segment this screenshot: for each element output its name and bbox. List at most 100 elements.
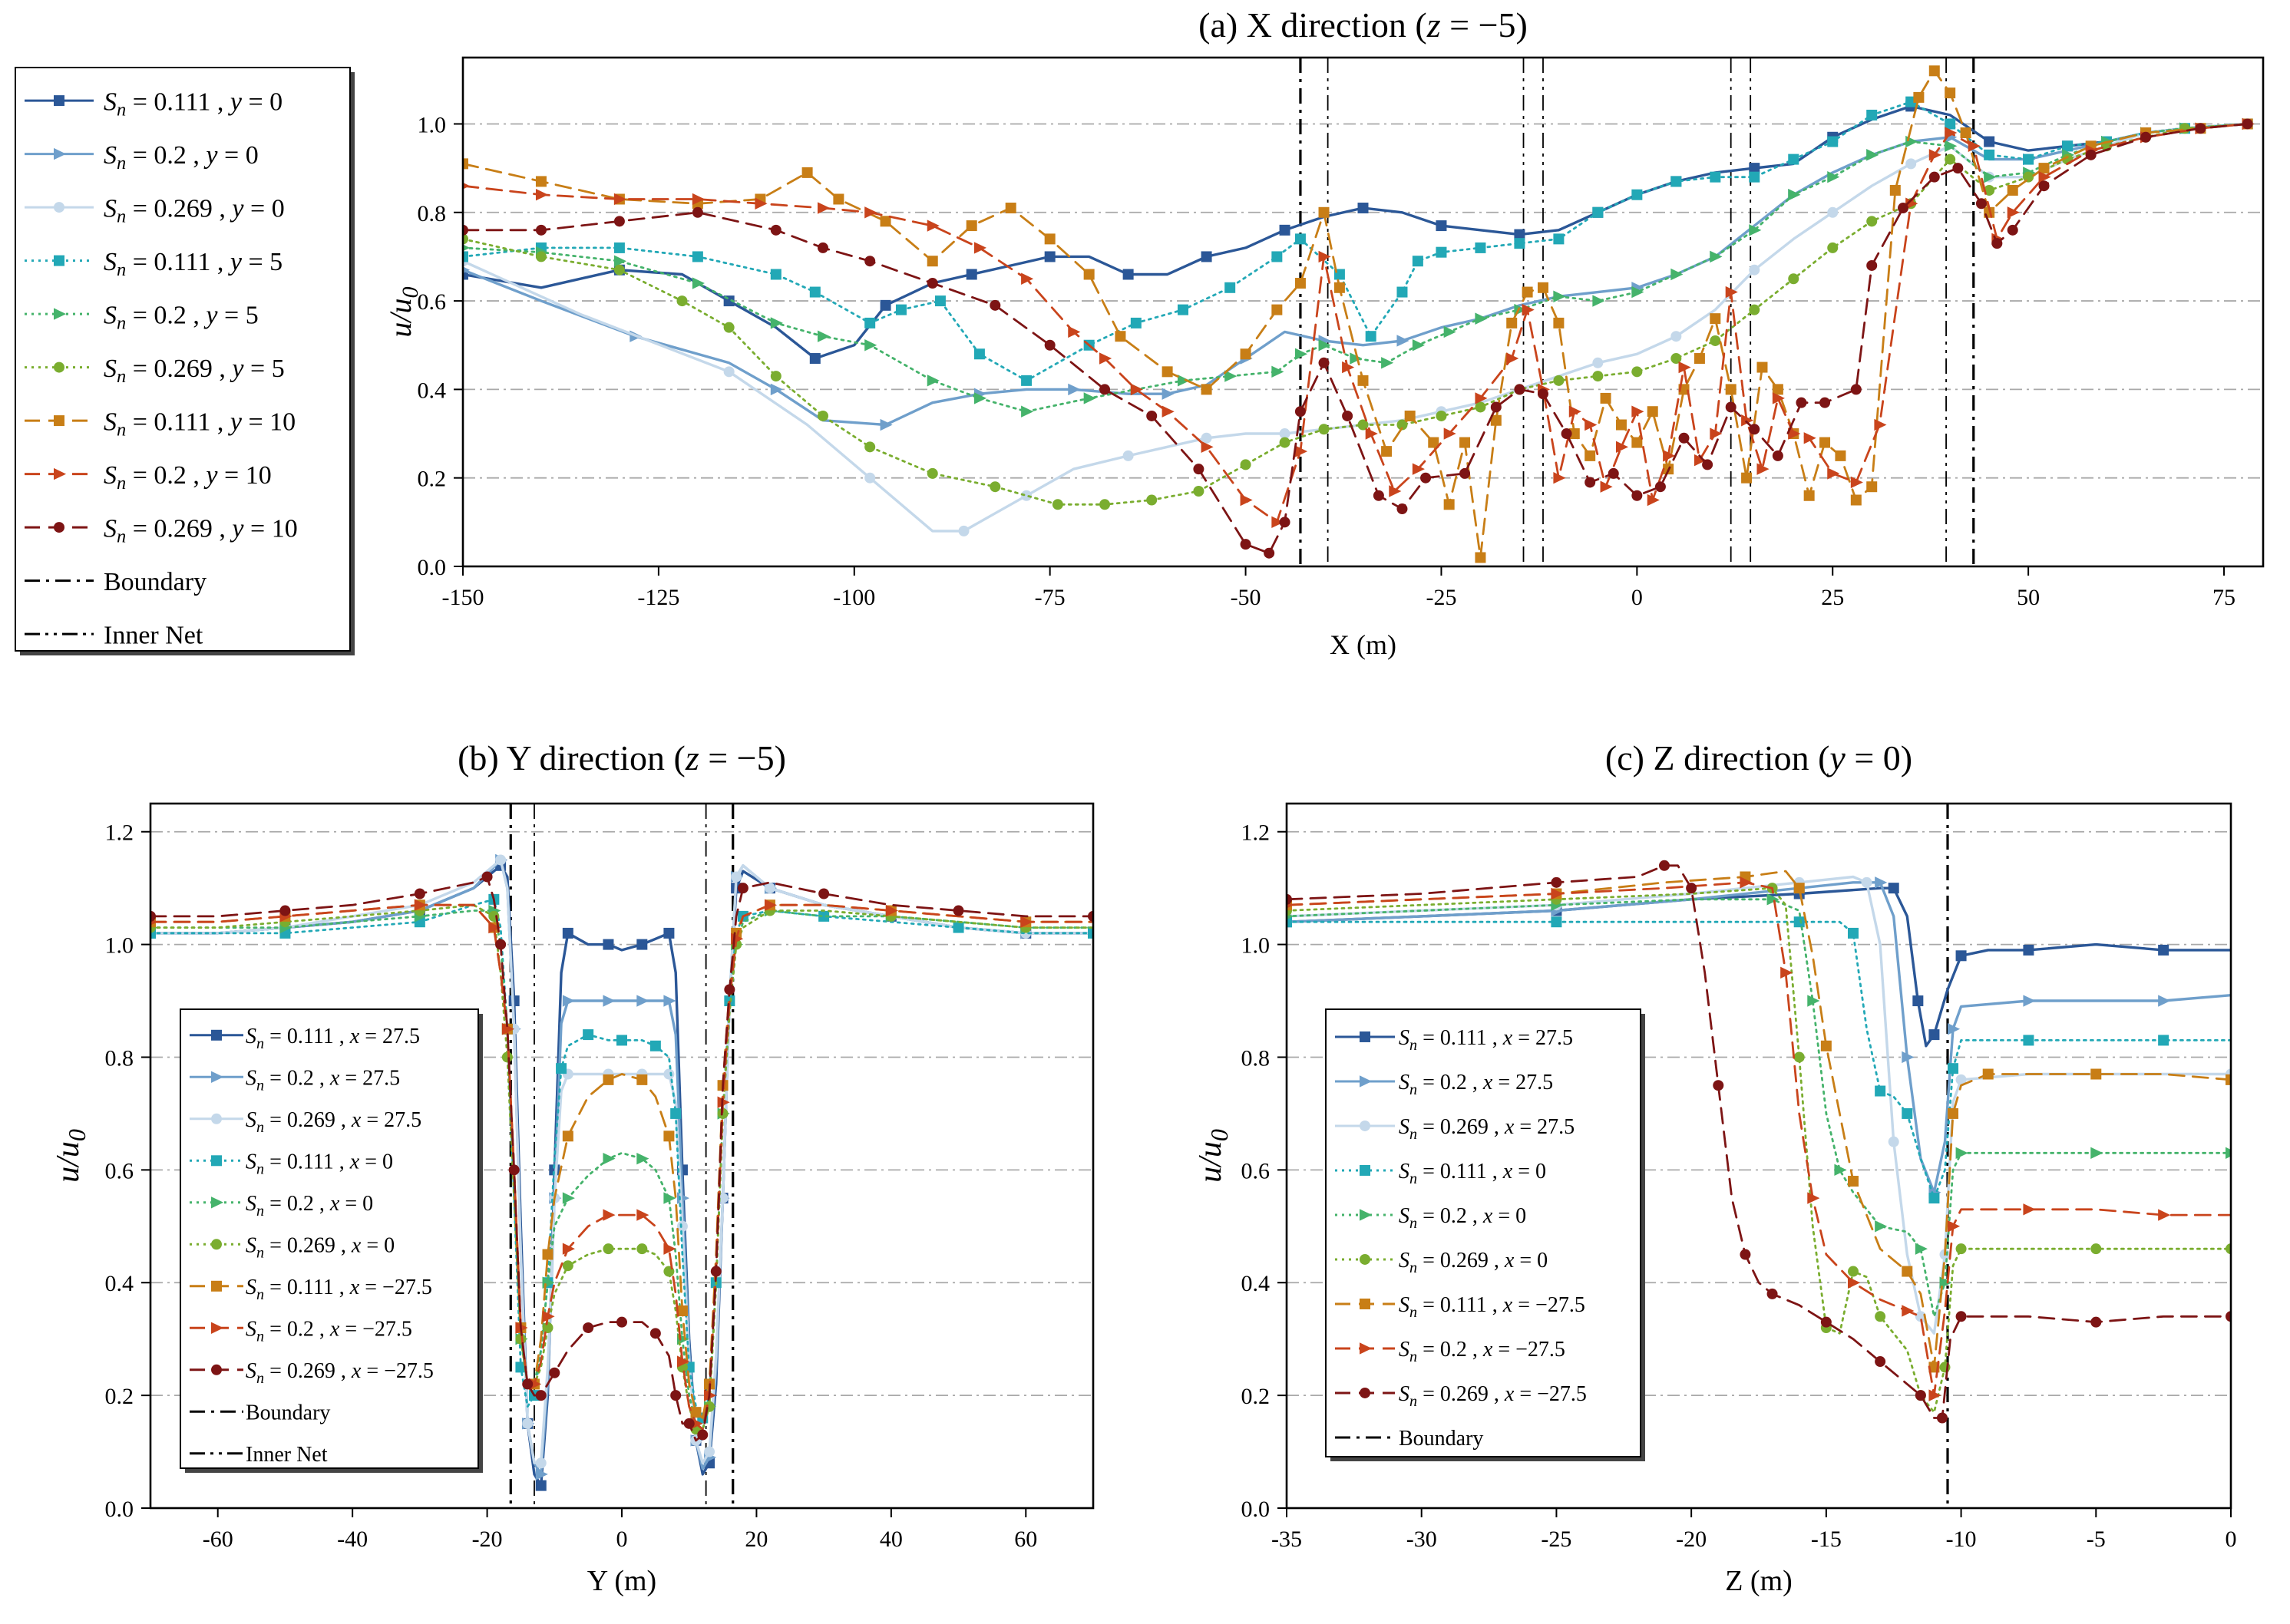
marker-triangle bbox=[2023, 995, 2036, 1007]
legend-text: = 0.111 , bbox=[264, 1025, 350, 1048]
legend-subscript: n bbox=[117, 153, 126, 173]
marker-circle bbox=[1725, 401, 1737, 413]
legend-symbol: S bbox=[1399, 1204, 1409, 1228]
marker-triangle bbox=[1928, 1389, 1941, 1401]
legend-text: = 0.111 , bbox=[264, 1276, 350, 1299]
title-part: = −5) bbox=[1441, 5, 1528, 45]
marker-triangle bbox=[663, 995, 676, 1007]
legend-symbol: S bbox=[104, 87, 117, 116]
axis-ticks: -35 -30 -25 -20 -15 -10 -5 0 0.0 0.2 0.4 0.6 0.8 1.0 1… bbox=[1241, 820, 2237, 1552]
y-label-main: u/u bbox=[383, 298, 418, 337]
legend-variable: x bbox=[329, 1066, 340, 1090]
marker-triangle bbox=[1162, 388, 1175, 400]
marker-circle bbox=[2090, 1243, 2102, 1255]
marker-triangle bbox=[1068, 383, 1081, 396]
marker-triangle bbox=[1068, 325, 1081, 338]
marker-square bbox=[1240, 348, 1251, 360]
legend-text: = 27.5 bbox=[339, 1066, 400, 1090]
marker-square bbox=[1333, 282, 1345, 293]
marker-triangle bbox=[1772, 392, 1785, 404]
marker-circle bbox=[1538, 388, 1548, 400]
marker-triangle bbox=[1162, 405, 1175, 418]
marker-triangle bbox=[1631, 286, 1644, 299]
legend-symbol: S bbox=[104, 461, 117, 490]
marker-square bbox=[801, 167, 813, 178]
marker-circle bbox=[1342, 410, 1353, 421]
marker-circle bbox=[1710, 335, 1721, 346]
marker-circle bbox=[1551, 876, 1562, 888]
marker-triangle bbox=[603, 995, 616, 1007]
marker-triangle bbox=[1848, 1276, 1861, 1289]
marker-square bbox=[1725, 384, 1737, 395]
marker-square bbox=[1948, 1107, 1959, 1119]
legend-item: Sn = 0.269 , y = 0 bbox=[25, 194, 285, 226]
marker-square bbox=[1955, 950, 1967, 962]
legend-label: Sn = 0.269 , y = 5 bbox=[104, 355, 285, 387]
marker-triangle bbox=[1915, 1243, 1928, 1255]
marker-square bbox=[463, 269, 468, 280]
marker-circle bbox=[1848, 1266, 1859, 1277]
x-tick-label: -15 bbox=[1811, 1527, 1842, 1552]
legend-variable: x bbox=[349, 1025, 360, 1048]
legend-text: = 0 bbox=[361, 1233, 395, 1257]
marker-circle bbox=[692, 206, 703, 218]
marker-square bbox=[927, 256, 938, 267]
marker-circle bbox=[1749, 264, 1760, 276]
marker-triangle bbox=[1412, 463, 1425, 475]
legend-label: Boundary bbox=[246, 1401, 330, 1424]
marker-square bbox=[1615, 419, 1627, 431]
legend-label: Sn = 0.2 , x = −27.5 bbox=[246, 1317, 412, 1345]
legend-text: = 0.2 , bbox=[1417, 1204, 1483, 1228]
marker-triangle bbox=[1905, 197, 1918, 210]
legend-subscript: n bbox=[256, 1286, 264, 1303]
marker-triangle bbox=[1725, 286, 1738, 299]
legend-variable: x bbox=[351, 1233, 362, 1257]
marker-square bbox=[880, 216, 891, 227]
marker-circle bbox=[1279, 517, 1290, 528]
marker-triangle bbox=[542, 1310, 555, 1323]
marker-circle bbox=[481, 871, 493, 883]
marker-circle bbox=[211, 1239, 222, 1250]
marker-square bbox=[1475, 242, 1486, 253]
marker-circle bbox=[1146, 410, 1158, 421]
y-tick-label: 0.0 bbox=[105, 1497, 134, 1522]
legend-text: = 0 bbox=[242, 87, 283, 116]
marker-square bbox=[1982, 1068, 1994, 1080]
marker-triangle bbox=[864, 206, 877, 219]
marker-triangle bbox=[880, 418, 893, 431]
legend-text: = −27.5 bbox=[339, 1317, 412, 1341]
marker-circle bbox=[1686, 883, 1697, 894]
legend-text: = 0.111 , bbox=[1417, 1293, 1503, 1317]
marker-square bbox=[1506, 317, 1518, 328]
marker-triangle bbox=[1780, 966, 1793, 979]
marker-triangle bbox=[2226, 1147, 2231, 1160]
legend-item: Sn = 0.269 , y = 10 bbox=[25, 514, 298, 546]
legend-item: Sn = 0.2 , x = 0 bbox=[190, 1192, 373, 1220]
marker-circle bbox=[1279, 437, 1290, 448]
marker-triangle bbox=[1294, 445, 1308, 457]
marker-triangle bbox=[488, 921, 501, 934]
legend: Sn = 0.111 , x = 27.5Sn = 0.2 , x = 27.5… bbox=[1325, 1008, 1645, 1461]
legend-item: Sn = 0.111 , y = 5 bbox=[25, 248, 283, 280]
legend-box bbox=[1325, 1008, 1641, 1457]
legend-variable: y bbox=[228, 87, 243, 116]
marker-triangle bbox=[1360, 1342, 1373, 1355]
marker-circle bbox=[710, 1266, 722, 1277]
marker-circle bbox=[1193, 464, 1204, 475]
series-markers bbox=[463, 118, 2253, 559]
legend-subscript: n bbox=[256, 1203, 264, 1220]
legend-label: Sn = 0.269 , x = 0 bbox=[246, 1233, 395, 1261]
marker-square bbox=[1928, 1193, 1940, 1204]
legend-symbol: S bbox=[1399, 1293, 1409, 1317]
legend-text: Boundary bbox=[1399, 1427, 1483, 1451]
marker-square bbox=[603, 939, 614, 950]
marker-circle bbox=[1875, 1356, 1886, 1368]
marker-triangle bbox=[1850, 476, 1863, 489]
marker-circle bbox=[1915, 1311, 1926, 1322]
legend-text: = 0 bbox=[244, 194, 285, 223]
marker-circle bbox=[1318, 424, 1330, 435]
legend-item: Sn = 0.111 , y = 10 bbox=[25, 408, 296, 440]
marker-circle bbox=[1898, 203, 1908, 214]
marker-triangle bbox=[1381, 357, 1394, 369]
y-tick-label: 0.6 bbox=[105, 1158, 134, 1183]
